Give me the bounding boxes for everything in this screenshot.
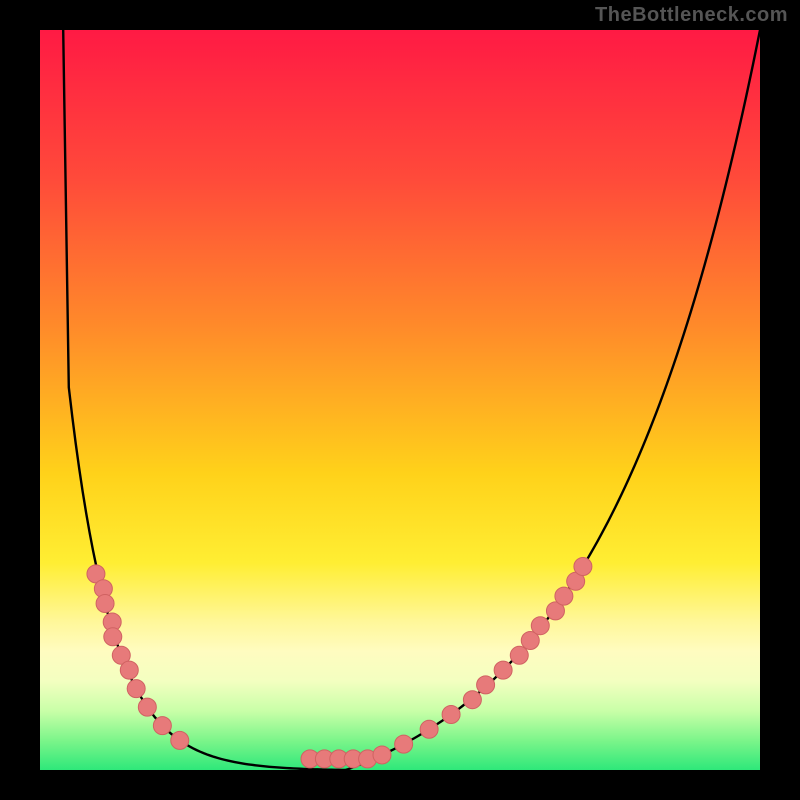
data-point — [494, 661, 512, 679]
figure-root: TheBottleneck.com — [0, 0, 800, 800]
data-point — [574, 558, 592, 576]
data-point — [531, 617, 549, 635]
data-point — [171, 731, 189, 749]
bottleneck-curve — [63, 20, 760, 770]
data-point — [153, 717, 171, 735]
data-point — [96, 595, 114, 613]
watermark-text: TheBottleneck.com — [595, 4, 788, 27]
data-point — [442, 706, 460, 724]
data-point — [104, 628, 122, 646]
data-point — [420, 720, 438, 738]
data-point — [373, 746, 391, 764]
data-point — [120, 661, 138, 679]
data-point — [395, 735, 413, 753]
data-point — [138, 698, 156, 716]
data-point — [463, 691, 481, 709]
data-point — [510, 646, 528, 664]
data-point — [477, 676, 495, 694]
data-point — [555, 587, 573, 605]
chart-overlay — [0, 0, 800, 800]
data-point — [127, 680, 145, 698]
